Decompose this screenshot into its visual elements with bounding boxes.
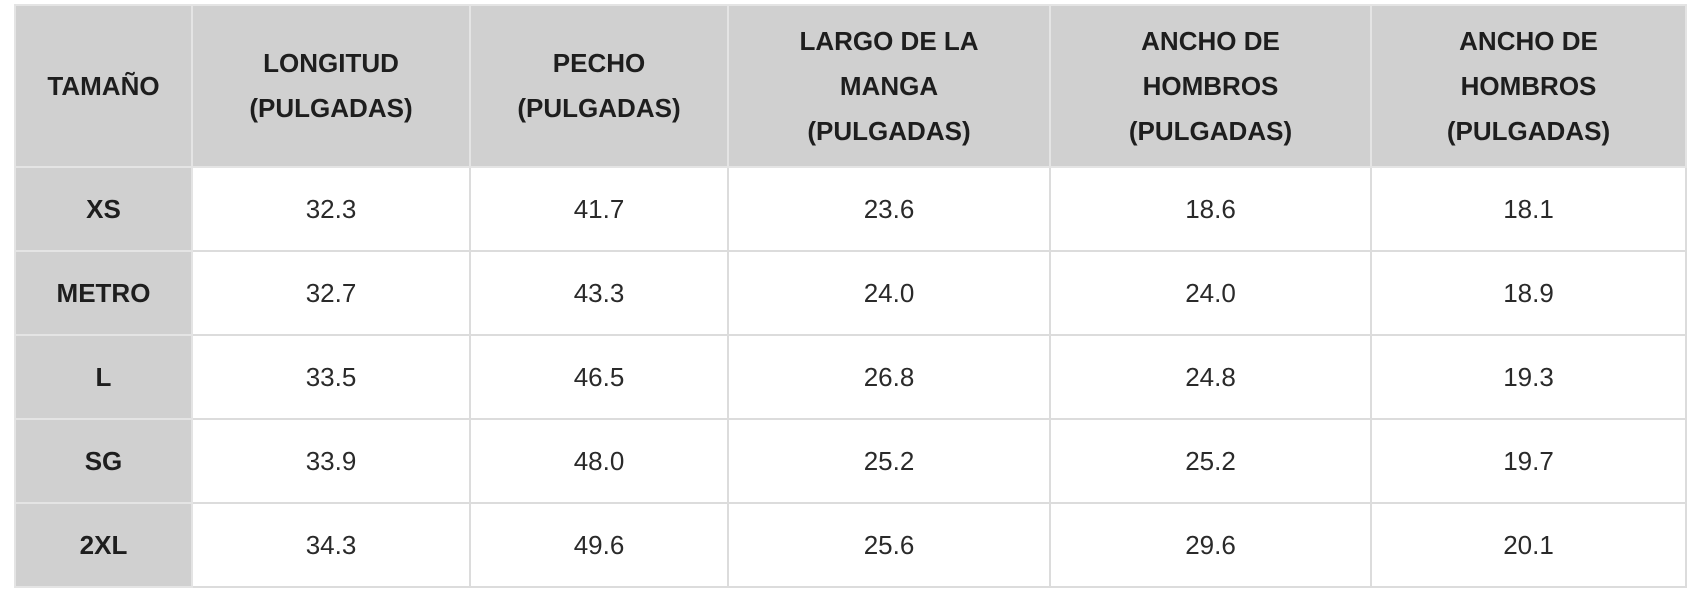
cell-chest: 43.3 — [469, 250, 729, 336]
cell-shoulder-width-2: 19.3 — [1370, 334, 1687, 420]
table-row: 2XL 34.3 49.6 25.6 29.6 20.1 — [14, 502, 1687, 588]
row-size-label: 2XL — [14, 502, 193, 588]
row-size-label: L — [14, 334, 193, 420]
header-row: TAMAÑO LONGITUD (PULGADAS) PECHO (PULGAD… — [14, 4, 1687, 168]
header-sleeve-length: LARGO DE LA MANGA (PULGADAS) — [727, 4, 1051, 168]
header-shoulder-width-2: ANCHO DE HOMBROS (PULGADAS) — [1370, 4, 1687, 168]
header-length: LONGITUD (PULGADAS) — [191, 4, 471, 168]
cell-chest: 46.5 — [469, 334, 729, 420]
cell-shoulder-width: 25.2 — [1049, 418, 1372, 504]
cell-shoulder-width: 24.8 — [1049, 334, 1372, 420]
cell-sleeve-length: 26.8 — [727, 334, 1051, 420]
header-chest: PECHO (PULGADAS) — [469, 4, 729, 168]
cell-sleeve-length: 25.6 — [727, 502, 1051, 588]
cell-sleeve-length: 24.0 — [727, 250, 1051, 336]
table-row: SG 33.9 48.0 25.2 25.2 19.7 — [14, 418, 1687, 504]
size-chart-table: TAMAÑO LONGITUD (PULGADAS) PECHO (PULGAD… — [14, 4, 1687, 588]
table-row: L 33.5 46.5 26.8 24.8 19.3 — [14, 334, 1687, 420]
row-size-label: METRO — [14, 250, 193, 336]
cell-length: 33.5 — [191, 334, 471, 420]
header-size: TAMAÑO — [14, 4, 193, 168]
cell-shoulder-width-2: 18.1 — [1370, 166, 1687, 252]
cell-shoulder-width-2: 18.9 — [1370, 250, 1687, 336]
cell-sleeve-length: 23.6 — [727, 166, 1051, 252]
table-row: METRO 32.7 43.3 24.0 24.0 18.9 — [14, 250, 1687, 336]
cell-shoulder-width: 18.6 — [1049, 166, 1372, 252]
cell-shoulder-width-2: 20.1 — [1370, 502, 1687, 588]
cell-shoulder-width: 24.0 — [1049, 250, 1372, 336]
row-size-label: SG — [14, 418, 193, 504]
cell-chest: 41.7 — [469, 166, 729, 252]
cell-sleeve-length: 25.2 — [727, 418, 1051, 504]
table-row: XS 32.3 41.7 23.6 18.6 18.1 — [14, 166, 1687, 252]
cell-length: 32.7 — [191, 250, 471, 336]
row-size-label: XS — [14, 166, 193, 252]
cell-chest: 48.0 — [469, 418, 729, 504]
cell-length: 34.3 — [191, 502, 471, 588]
cell-length: 33.9 — [191, 418, 471, 504]
cell-shoulder-width: 29.6 — [1049, 502, 1372, 588]
cell-length: 32.3 — [191, 166, 471, 252]
table-body: XS 32.3 41.7 23.6 18.6 18.1 METRO 32.7 4… — [14, 166, 1687, 588]
cell-shoulder-width-2: 19.7 — [1370, 418, 1687, 504]
header-shoulder-width: ANCHO DE HOMBROS (PULGADAS) — [1049, 4, 1372, 168]
table-header: TAMAÑO LONGITUD (PULGADAS) PECHO (PULGAD… — [14, 4, 1687, 168]
cell-chest: 49.6 — [469, 502, 729, 588]
